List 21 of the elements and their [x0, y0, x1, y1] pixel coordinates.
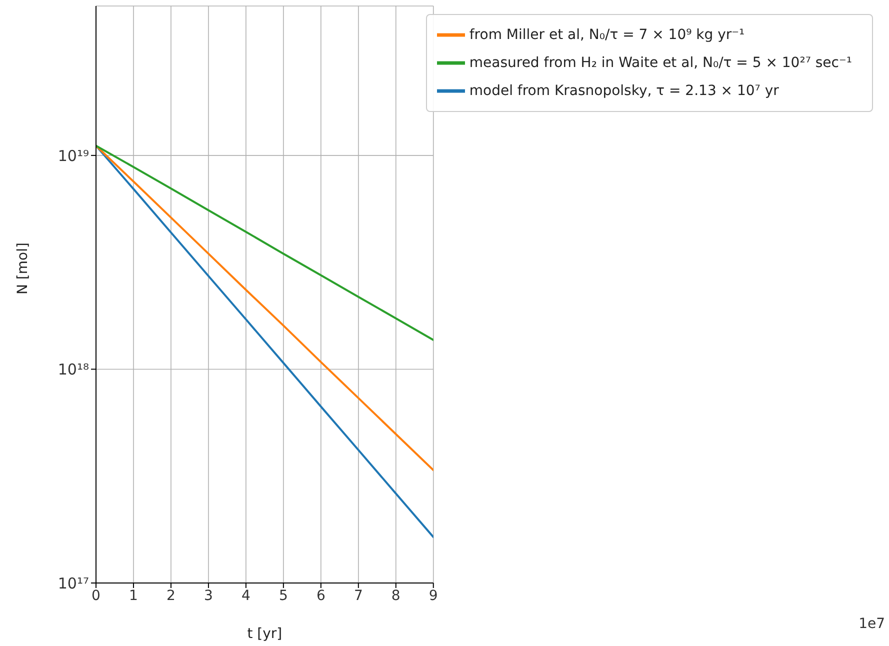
line-series — [96, 144, 434, 472]
legend-label: measured from H₂ in Waite et al, N₀/τ = 5 × 10²⁷ sec⁻¹ — [469, 54, 852, 71]
x-tick-label: 7 — [354, 588, 363, 604]
legend-label: from Miller et al, N₀/τ = 7 × 10⁹ kg yr⁻¹ — [469, 26, 745, 43]
y-axis-title: N [mol] — [14, 242, 31, 294]
y-tick-label: 10¹⁷ — [58, 574, 89, 592]
y-tick-label: 10¹⁸ — [58, 360, 89, 379]
x-tick-label: 3 — [204, 588, 213, 604]
x-axis-title: t [yr] — [247, 626, 282, 642]
x-tick-label: 4 — [241, 588, 250, 604]
x-tick-label: 5 — [278, 588, 288, 604]
text: 1e7 — [858, 616, 885, 632]
x-tick-label: 8 — [391, 588, 400, 604]
x-tick-label: 1 — [129, 588, 138, 604]
x-tick-label: 9 — [428, 588, 438, 604]
x-tick-label: 6 — [316, 588, 326, 604]
x-tick-label: 0 — [92, 588, 100, 604]
y-tick-label: 10¹⁹ — [58, 146, 89, 165]
legend-label: model from Krasnopolsky, τ = 2.13 × 10⁷ yr — [469, 82, 779, 99]
x-tick-label: 2 — [166, 588, 176, 604]
line-series — [96, 144, 434, 341]
